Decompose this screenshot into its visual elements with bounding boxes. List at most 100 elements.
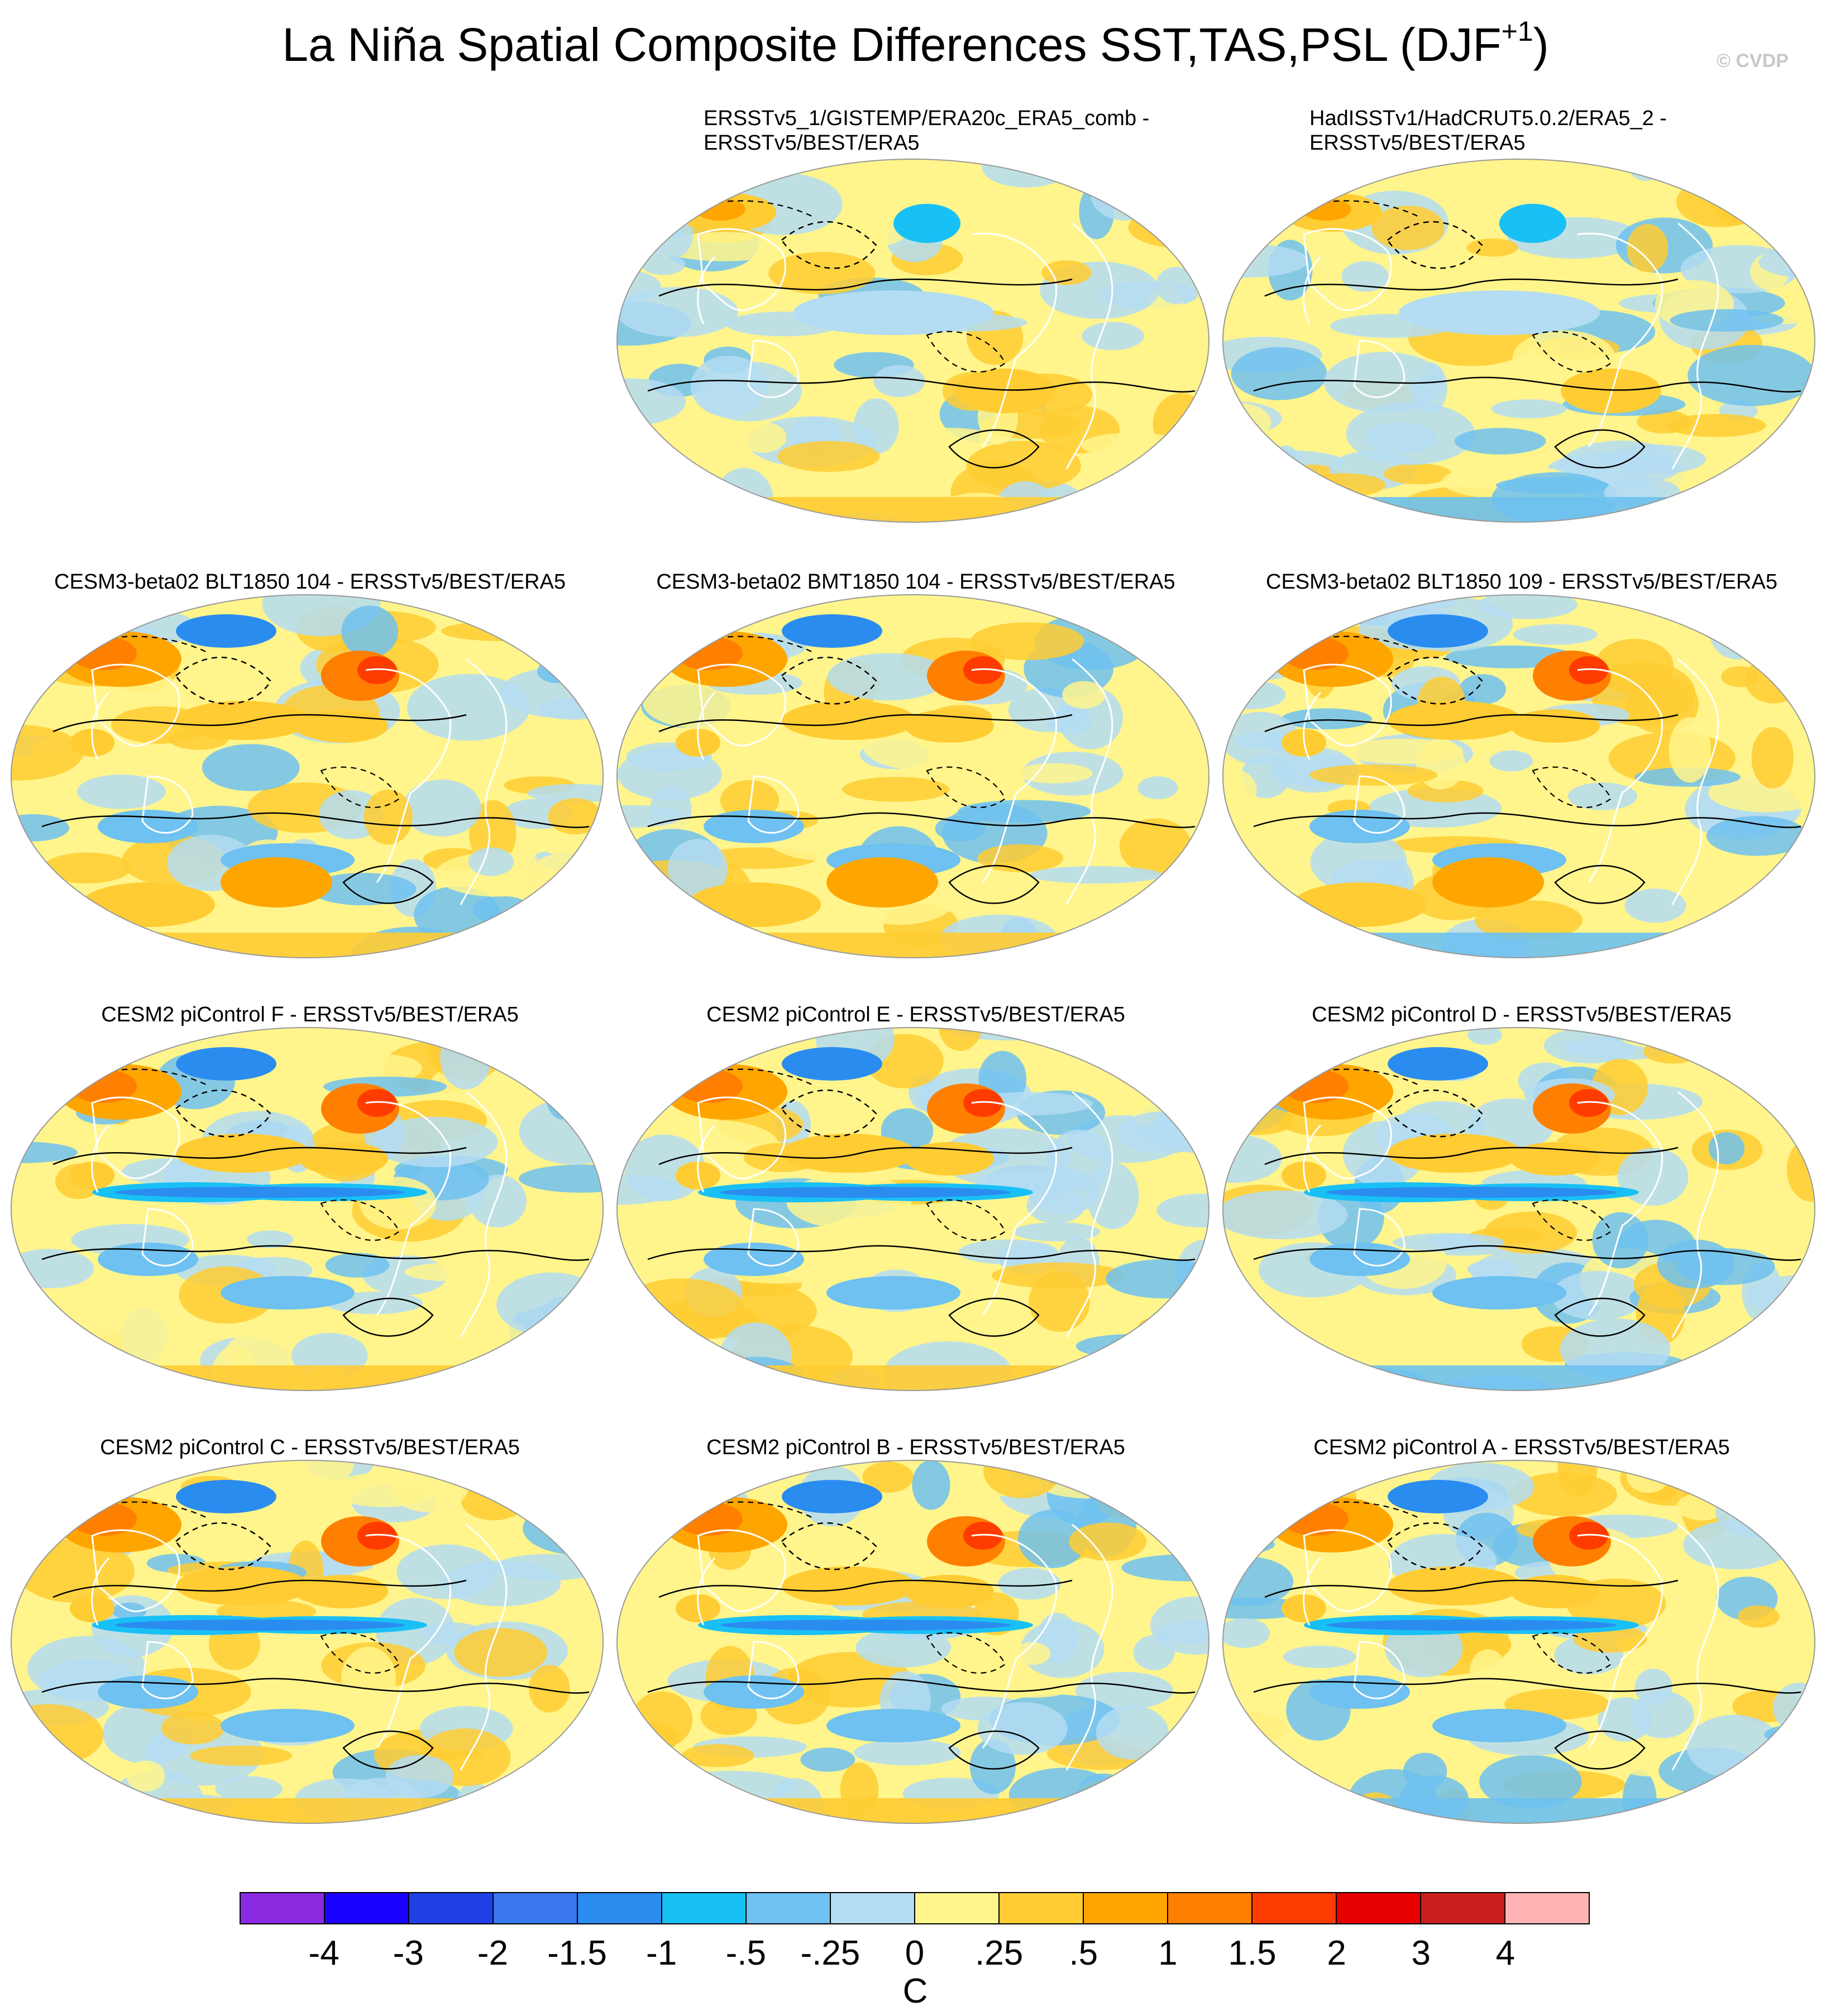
polar-strip xyxy=(617,1365,1209,1391)
anomaly-blob xyxy=(221,857,332,907)
coastline xyxy=(1577,1534,1663,1749)
anomaly-blob xyxy=(1016,763,1093,784)
anomaly-blob xyxy=(1309,764,1438,786)
polar-strip xyxy=(1223,497,1815,522)
anomaly-blob xyxy=(1301,473,1386,497)
anomaly-blob xyxy=(1454,428,1546,455)
panel-title: HadISSTv1/HadCRUT5.0.2/ERA5_2 - ERSSTv5/B… xyxy=(1309,106,1667,155)
colorbar-swatch xyxy=(1252,1893,1337,1923)
anomaly-blob xyxy=(1509,1472,1618,1517)
anomaly-blob xyxy=(1283,1645,1356,1669)
coastline xyxy=(1577,232,1663,447)
anomaly-blob xyxy=(1627,224,1669,273)
anomaly-blob xyxy=(1407,779,1484,802)
anomaly-blob xyxy=(1569,1522,1608,1550)
anomaly-blob xyxy=(1048,708,1093,734)
coastline xyxy=(91,1557,110,1626)
anomaly-blob xyxy=(341,1646,396,1712)
map-panel xyxy=(1222,1460,1815,1824)
anomaly-blob xyxy=(1223,437,1259,480)
polar-strip xyxy=(11,933,603,958)
panel-title-line: HadISSTv1/HadCRUT5.0.2/ERA5_2 - xyxy=(1309,107,1667,130)
anomaly-blob xyxy=(998,1568,1061,1600)
anomaly-blob xyxy=(1223,711,1299,766)
psl-contour-negative xyxy=(1532,1199,1612,1241)
anomaly-blob xyxy=(969,1738,1016,1794)
anomaly-blob xyxy=(963,1522,1002,1550)
anomaly-blob xyxy=(1096,1706,1169,1760)
anomaly-blob xyxy=(1622,1028,1704,1049)
anomaly-blob xyxy=(1097,1460,1163,1501)
colorbar-tick-label: -1 xyxy=(646,1934,677,1972)
map-outline xyxy=(11,1460,604,1824)
anomaly-blob xyxy=(357,656,396,684)
anomaly-blob xyxy=(1223,1597,1312,1620)
anomaly-blob xyxy=(11,1460,52,1509)
anomaly-blob xyxy=(176,1480,276,1513)
panel-title-line: CESM3-beta02 BMT1850 104 - ERSSTv5/BEST/… xyxy=(656,570,1175,594)
anomaly-blob xyxy=(176,1566,310,1606)
anomaly-blob xyxy=(1281,708,1373,729)
anomaly-blob xyxy=(1670,309,1784,332)
anomaly-blob xyxy=(1075,1334,1184,1359)
anomaly-blob xyxy=(1223,1618,1270,1648)
coastline xyxy=(91,1529,180,1612)
anomaly-blob xyxy=(454,1628,547,1677)
anomaly-blob xyxy=(247,1230,294,1248)
anomaly-blob xyxy=(782,1134,916,1173)
watermark: © CVDP xyxy=(1717,50,1789,71)
anomaly-blob xyxy=(1223,1190,1348,1240)
anomaly-blob xyxy=(1223,1460,1340,1494)
anomaly-blob xyxy=(1342,1121,1424,1187)
anomaly-blob xyxy=(720,1322,792,1388)
anomaly-blob xyxy=(77,774,166,809)
anomaly-blob xyxy=(782,1566,916,1606)
panel-title: CESM3-beta02 BMT1850 104 - ERSSTv5/BEST/… xyxy=(614,570,1217,594)
anomaly-blob xyxy=(1388,614,1488,648)
coastline xyxy=(1303,1096,1392,1179)
anomaly-blob xyxy=(1403,1752,1447,1790)
anomaly-blob xyxy=(1560,1318,1671,1380)
anomaly-blob xyxy=(935,815,986,842)
anomaly-blob xyxy=(560,863,603,888)
anomaly-blob xyxy=(1643,1040,1702,1064)
anomaly-blob xyxy=(617,805,682,828)
anomaly-blob xyxy=(1157,611,1209,634)
psl-contour-negative xyxy=(1532,331,1612,373)
psl-contour xyxy=(781,656,878,705)
colorbar-swatch xyxy=(409,1893,494,1923)
colorbar-tick-label: 3 xyxy=(1411,1934,1431,1972)
psl-contour xyxy=(1264,278,1679,297)
anomaly-blob xyxy=(353,1054,422,1082)
panel-title-line: CESM3-beta02 BLT1850 104 - ERSSTv5/BEST/… xyxy=(54,570,566,594)
anomaly-blob xyxy=(190,1745,293,1766)
colorbar-swatch xyxy=(1084,1893,1168,1923)
anomaly-blob xyxy=(826,1709,960,1742)
map-panel xyxy=(11,594,604,958)
psl-contour xyxy=(948,429,1040,469)
anomaly-blob xyxy=(1041,260,1092,285)
panel-title-line: CESM2 piControl D - ERSSTv5/BEST/ERA5 xyxy=(1312,1003,1732,1026)
anomaly-blob xyxy=(1030,866,1163,884)
anomaly-blob xyxy=(525,614,588,648)
colorbar-tick-label: -1.5 xyxy=(547,1934,607,1972)
anomaly-blob xyxy=(1086,1162,1139,1230)
anomaly-blob xyxy=(456,1782,493,1823)
map-outline xyxy=(1222,1027,1815,1391)
map-outline xyxy=(1222,159,1815,523)
anomaly-blob xyxy=(1341,261,1389,292)
coastline xyxy=(747,340,800,398)
map-panel xyxy=(616,594,1209,958)
psl-contour xyxy=(948,1297,1040,1337)
colorbar-tick-label: .25 xyxy=(975,1934,1024,1972)
anomaly-blob xyxy=(11,1460,71,1512)
anomaly-blob xyxy=(1686,1714,1782,1779)
anomaly-blob xyxy=(1669,717,1711,783)
anomaly-blob xyxy=(782,1047,882,1081)
anomaly-blob xyxy=(695,198,745,221)
anomaly-blob xyxy=(617,1028,681,1080)
anomaly-blob xyxy=(1137,1316,1178,1340)
anomaly-blob xyxy=(1075,1671,1173,1709)
anomaly-blob xyxy=(11,1033,49,1082)
anomaly-blob xyxy=(1223,1796,1252,1823)
